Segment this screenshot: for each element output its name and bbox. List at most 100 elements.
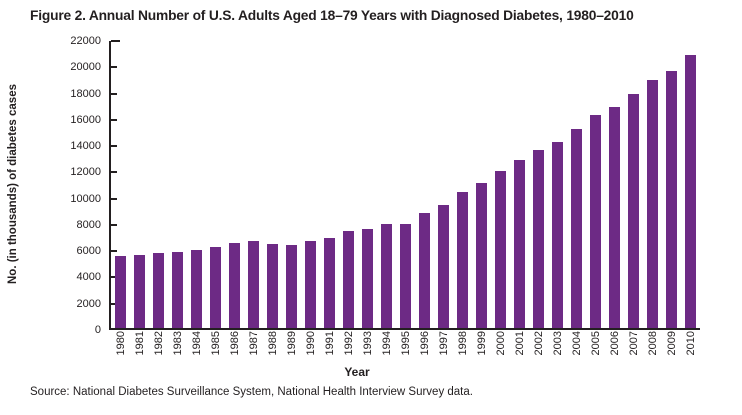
x-tick-label: 2003	[551, 331, 564, 356]
x-tick-label: 1987	[247, 331, 260, 356]
bar-1991	[324, 238, 335, 328]
source-note: Source: National Diabetes Surveillance S…	[30, 386, 473, 398]
x-tick-label-wrap: 1999	[472, 331, 491, 367]
x-tick-label-wrap: 2010	[681, 331, 700, 367]
y-axis-tick-label: 16000	[70, 113, 101, 126]
y-axis-tick-label: 12000	[70, 166, 101, 179]
y-axis-tick-label: 8000	[76, 218, 101, 231]
bar-2005	[590, 115, 601, 328]
x-tick-label-wrap: 2003	[548, 331, 567, 367]
y-axis-tick	[111, 171, 117, 174]
x-tick-label: 1993	[361, 331, 374, 356]
x-tick-label-wrap: 2004	[567, 331, 586, 367]
y-axis-tick	[111, 66, 117, 69]
bar-cell: 1981	[130, 41, 149, 355]
bar-cell: 2008	[643, 41, 662, 355]
bar-1997	[438, 205, 449, 328]
bar-2003	[552, 141, 563, 328]
x-tick-label-wrap: 2007	[624, 331, 643, 367]
x-tick-label-wrap: 1989	[282, 331, 301, 367]
x-tick-label: 1988	[266, 331, 279, 356]
bar-cell: 1999	[472, 41, 491, 355]
x-tick-label-wrap: 1997	[434, 331, 453, 367]
y-axis-tick-label: 4000	[76, 271, 101, 284]
y-axis-tick	[111, 40, 120, 42]
bar-cell: 1994	[377, 41, 396, 355]
bar-cell: 1985	[206, 41, 225, 355]
x-tick-label: 2002	[532, 331, 545, 356]
x-tick-label: 1996	[418, 331, 431, 356]
x-tick-label: 2008	[646, 331, 659, 356]
y-axis-tick	[111, 197, 117, 200]
x-tick-label: 1984	[190, 331, 203, 356]
x-tick-label: 1998	[456, 331, 469, 356]
y-axis-tick	[111, 276, 117, 279]
bars-container: 1980 1981 1982 1983 1984 1985 1986 1987 1988 1989…	[111, 41, 700, 355]
bar-2006	[609, 106, 620, 328]
bar-1998	[457, 191, 468, 328]
bar-1985	[210, 246, 221, 328]
bar-cell: 1991	[320, 41, 339, 355]
y-axis-tick-label: 0	[94, 324, 101, 336]
x-tick-label-wrap: 1980	[111, 331, 130, 367]
x-tick-label: 1980	[114, 331, 127, 356]
x-tick-label-wrap: 1985	[206, 331, 225, 367]
bar-cell: 1980	[111, 41, 130, 355]
y-axis-tick	[111, 92, 117, 95]
x-tick-label: 1982	[152, 331, 165, 356]
x-tick-label-wrap: 2009	[662, 331, 681, 367]
bar-1983	[172, 252, 183, 328]
bar-2001	[514, 159, 525, 328]
x-tick-label: 1990	[304, 331, 317, 356]
chart-title: Figure 2. Annual Number of U.S. Adults A…	[30, 8, 634, 23]
bar-1986	[229, 243, 240, 328]
x-tick-label: 1991	[323, 331, 336, 356]
bar-2009	[666, 71, 677, 328]
x-tick-label-wrap: 1994	[377, 331, 396, 367]
x-tick-label-wrap: 2000	[491, 331, 510, 367]
x-tick-label-wrap: 1984	[187, 331, 206, 367]
bar-1988	[267, 244, 278, 328]
bar-cell: 2006	[605, 41, 624, 355]
x-tick-label: 1983	[171, 331, 184, 356]
x-tick-label: 2007	[627, 331, 640, 356]
x-tick-label: 2005	[589, 331, 602, 356]
bar-1982	[153, 252, 164, 328]
x-tick-label: 1999	[475, 331, 488, 356]
x-tick-label: 1992	[342, 331, 355, 356]
x-tick-label-wrap: 2008	[643, 331, 662, 367]
bar-cell: 2009	[662, 41, 681, 355]
y-axis-tick-label: 2000	[76, 297, 101, 310]
x-tick-label-wrap: 1995	[396, 331, 415, 367]
plot-area: 0 2000 4000 6000 8000 10000 12000 14000 16000 180…	[70, 35, 700, 355]
y-axis-tick-label: 22000	[70, 35, 101, 47]
x-tick-label-wrap: 1988	[263, 331, 282, 367]
x-tick-label: 2004	[570, 331, 583, 356]
bar-1993	[362, 229, 373, 328]
bar-cell: 2005	[586, 41, 605, 355]
x-tick-label-wrap: 1987	[244, 331, 263, 367]
x-tick-label: 1994	[380, 331, 393, 356]
bar-1999	[476, 182, 487, 328]
bar-cell: 2003	[548, 41, 567, 355]
x-tick-label: 2010	[684, 331, 697, 356]
bar-2007	[628, 94, 639, 328]
bar-1992	[343, 231, 354, 328]
bar-cell: 1998	[453, 41, 472, 355]
bar-1995	[400, 223, 411, 328]
bar-1989	[286, 244, 297, 328]
x-tick-label: 1997	[437, 331, 450, 356]
x-tick-label-wrap: 2005	[586, 331, 605, 367]
bar-cell: 1989	[282, 41, 301, 355]
bar-cell: 1995	[396, 41, 415, 355]
bar-2010	[685, 55, 696, 328]
x-tick-label-wrap: 1983	[168, 331, 187, 367]
bar-cell: 1992	[339, 41, 358, 355]
bar-1984	[191, 250, 202, 328]
bar-1996	[419, 213, 430, 328]
x-tick-label: 2001	[513, 331, 526, 356]
y-axis-tick	[111, 250, 117, 253]
x-tick-label: 1995	[399, 331, 412, 356]
x-tick-label-wrap: 1990	[301, 331, 320, 367]
